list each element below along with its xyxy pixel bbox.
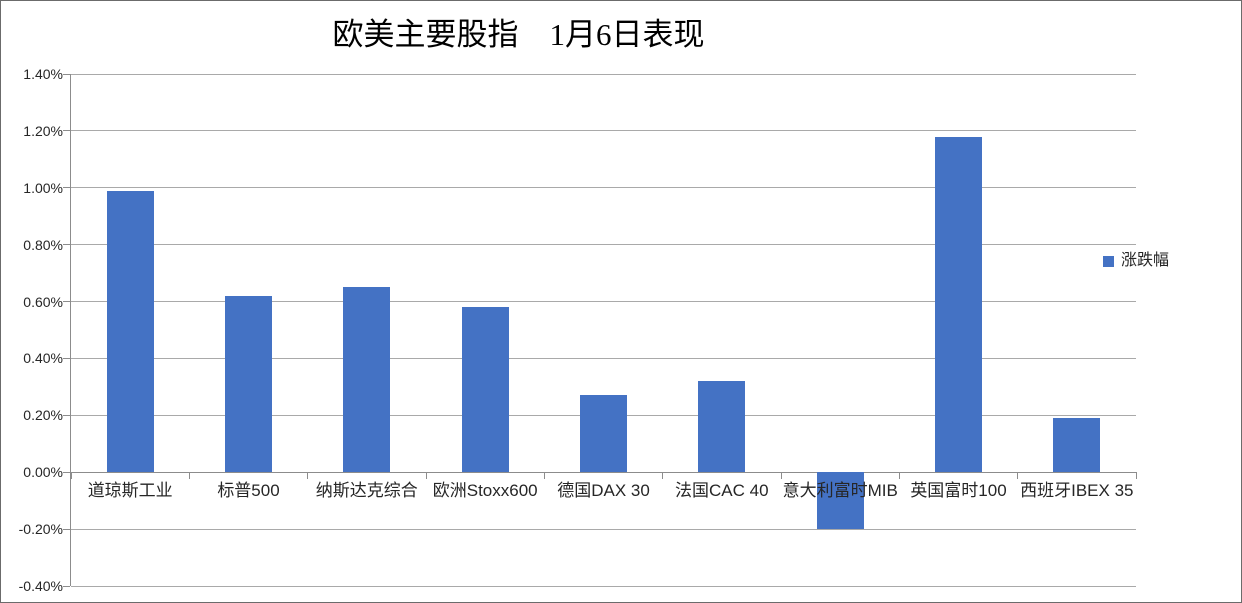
bar-0 (106, 190, 154, 473)
y-axis-tick (63, 187, 70, 189)
x-category-label: 欧洲Stoxx600 (432, 481, 538, 501)
x-axis-tick (662, 472, 664, 480)
y-axis-line (70, 74, 71, 586)
gridline (71, 357, 1136, 359)
bar-3 (461, 307, 509, 473)
y-tick-label: 0.20% (23, 407, 63, 424)
bar-4 (580, 395, 627, 473)
y-tick-label: 1.00% (23, 179, 63, 196)
gridline (71, 130, 1136, 132)
y-tick-label: 0.40% (23, 350, 63, 367)
legend-swatch-icon (1103, 255, 1114, 267)
x-category-label: 道琼斯工业 (87, 481, 173, 501)
y-axis-tick (63, 73, 70, 75)
x-category-label: 纳斯达克综合 (315, 481, 418, 501)
legend-label: 涨跌幅 (1121, 252, 1170, 269)
x-axis-tick (425, 472, 427, 480)
gridline (71, 73, 1136, 75)
y-axis-tick (63, 471, 70, 473)
x-category-label: 标普500 (217, 481, 280, 501)
y-tick-label: 0.00% (23, 464, 63, 481)
x-axis-tick (188, 472, 190, 480)
x-axis-tick (70, 472, 72, 480)
x-axis-tick (1017, 472, 1019, 480)
x-category-label: 法国CAC 40 (675, 481, 769, 501)
y-axis-tick (63, 585, 70, 587)
x-category-label: 西班牙IBEX 35 (1020, 481, 1134, 501)
bar-8 (1053, 418, 1101, 473)
bar-5 (698, 381, 746, 473)
x-category-label: 英国富时100 (910, 481, 1007, 501)
x-axis-tick (543, 472, 545, 480)
bar-7 (935, 136, 982, 473)
y-tick-label: 1.40% (23, 66, 63, 82)
gridline (71, 528, 1136, 530)
x-axis-tick (1135, 472, 1137, 480)
y-axis-tick (63, 301, 70, 303)
x-axis-tick (307, 472, 309, 480)
y-tick-label: -0.40% (18, 578, 63, 594)
chart-title: 欧美主要股指 1月6日表现 (332, 17, 705, 52)
bar-6 (816, 472, 864, 530)
y-axis-tick (63, 244, 70, 246)
x-axis-tick (780, 472, 782, 480)
x-axis-line (71, 471, 1136, 473)
x-category-label: 意大利富时MIB (782, 481, 898, 501)
y-tick-label: 0.80% (23, 236, 63, 253)
gridline (71, 301, 1136, 303)
y-axis-tick (63, 414, 70, 416)
y-axis-tick (63, 357, 70, 359)
gridline (71, 187, 1136, 189)
bar-1 (225, 295, 272, 473)
legend: 涨跌幅 (1103, 252, 1169, 270)
gridline (71, 244, 1136, 246)
x-category-label: 德国DAX 30 (557, 481, 650, 501)
y-tick-label: 1.20% (23, 122, 63, 139)
y-tick-label: -0.20% (18, 521, 63, 538)
bar-2 (343, 287, 391, 473)
y-axis-tick (63, 130, 70, 132)
x-axis-tick (898, 472, 900, 480)
y-tick-label: 0.60% (23, 293, 63, 310)
y-axis-tick (63, 528, 70, 530)
gridline (71, 585, 1136, 587)
